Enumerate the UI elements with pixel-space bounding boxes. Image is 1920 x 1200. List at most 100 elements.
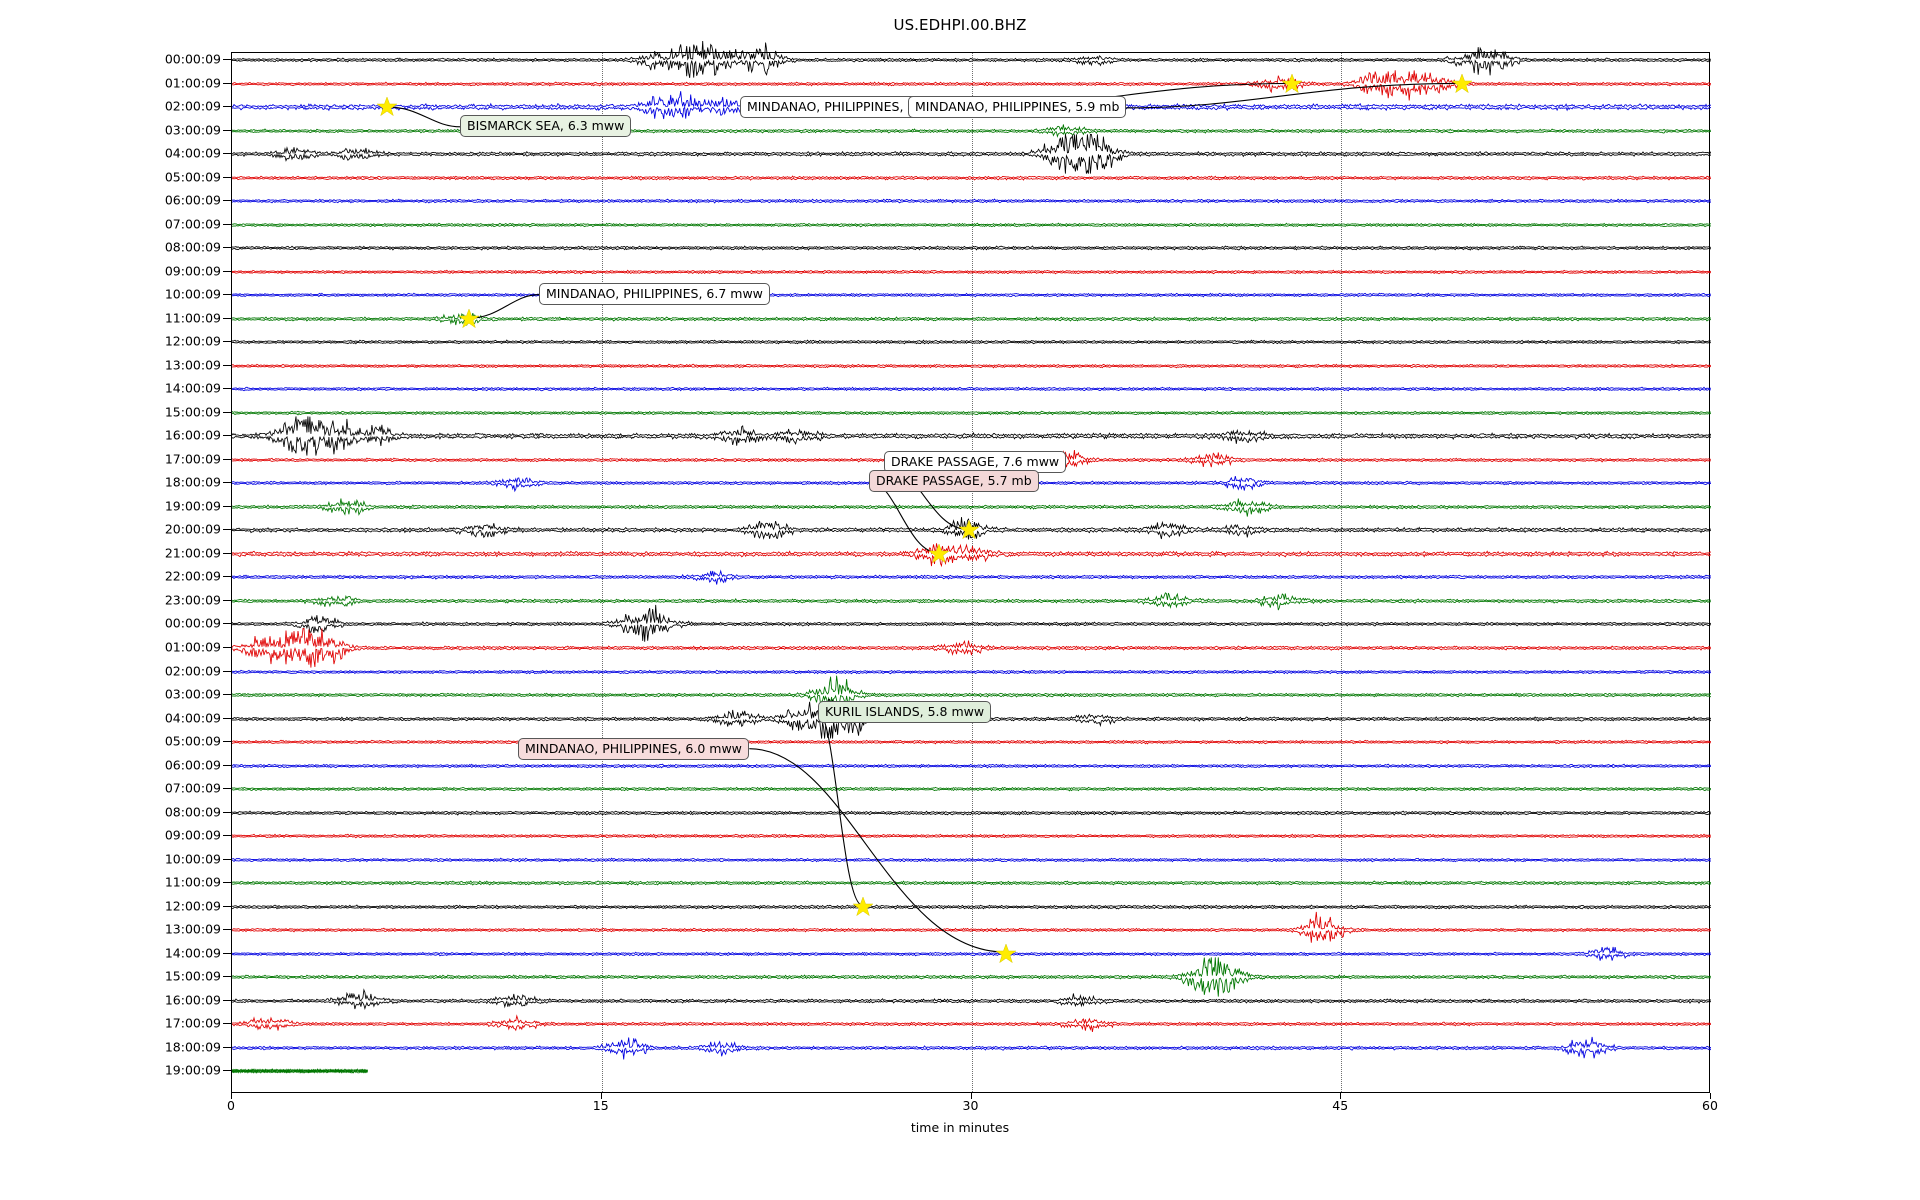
event-star-drake-passage-5-7[interactable] [928,543,951,565]
y-tick-label-8: 08:00:09 [164,239,221,255]
y-tick-label-12: 12:00:09 [164,333,221,349]
y-tick-mark-0 [223,59,231,60]
y-tick-label-6: 06:00:09 [164,192,221,208]
annotation-mindanao-6-7[interactable]: MINDANAO, PHILIPPINES, 6.7 mww [539,283,770,305]
y-tick-label-20: 20:00:09 [164,521,221,537]
y-tick-mark-22 [223,576,231,578]
y-tick-label-29: 05:00:09 [164,733,221,749]
y-tick-mark-42 [223,1046,231,1048]
y-tick-label-14: 14:00:09 [164,380,221,396]
event-star-mindanao-5-9[interactable] [1451,72,1473,95]
y-tick-label-9: 09:00:09 [164,263,221,279]
y-tick-mark-18 [223,482,231,484]
y-tick-mark-37 [223,929,231,931]
y-tick-label-16: 16:00:09 [164,427,221,443]
x-tick-label-30: 30 [962,1098,979,1113]
x-tick-mark-60 [1710,1093,1711,1099]
annotation-drake-passage-7-6[interactable]: DRAKE PASSAGE, 7.6 mww [884,451,1067,473]
y-tick-mark-32 [223,811,231,813]
y-tick-label-30: 06:00:09 [164,757,221,773]
y-tick-label-34: 10:00:09 [164,851,221,867]
y-tick-mark-8 [223,247,231,249]
annotation-drake-passage-5-7[interactable]: DRAKE PASSAGE, 5.7 mb [869,470,1039,492]
y-tick-mark-20 [223,529,231,531]
y-tick-mark-39 [223,976,231,978]
y-tick-label-24: 00:00:09 [164,615,221,631]
x-axis-title: time in minutes [910,1120,1010,1135]
y-tick-label-42: 18:00:09 [164,1039,221,1055]
y-tick-label-32: 08:00:09 [164,804,221,820]
y-tick-mark-16 [223,435,231,437]
event-star-kuril-islands-5-8[interactable] [852,896,874,918]
x-tick-mark-15 [600,1093,602,1099]
event-star-mindanao-6-7[interactable] [457,308,480,330]
y-tick-label-33: 09:00:09 [164,827,221,843]
page-title: US.EDHPI.00.BHZ [893,16,1027,34]
y-tick-mark-1 [223,82,231,84]
x-tick-mark-30 [970,1093,972,1099]
y-tick-label-11: 11:00:09 [164,310,221,326]
y-tick-mark-38 [223,952,231,954]
y-tick-mark-33 [223,835,231,837]
y-tick-mark-11 [223,317,231,319]
y-tick-mark-40 [223,999,231,1001]
y-tick-mark-35 [223,882,231,884]
y-tick-label-27: 03:00:09 [164,686,221,702]
y-tick-mark-27 [223,694,231,696]
y-tick-label-17: 17:00:09 [164,451,221,467]
y-tick-mark-6 [223,200,231,202]
y-tick-label-21: 21:00:09 [164,545,221,561]
annotation-bismarck-sea-6-3[interactable]: BISMARCK SEA, 6.3 mww [460,115,632,137]
y-tick-label-41: 17:00:09 [164,1015,221,1031]
y-tick-label-35: 11:00:09 [164,874,221,890]
x-tick-label-45: 45 [1332,1098,1349,1113]
y-tick-mark-43 [223,1070,231,1072]
y-tick-label-3: 03:00:09 [164,122,221,138]
y-tick-mark-23 [223,599,231,601]
event-star-bismarck-sea-6-3[interactable] [376,96,399,118]
y-tick-mark-24 [223,623,231,625]
y-tick-mark-14 [223,388,231,390]
y-tick-label-23: 23:00:09 [164,592,221,608]
y-tick-mark-17 [223,458,231,460]
y-tick-label-28: 04:00:09 [164,710,221,726]
y-tick-mark-2 [223,106,231,108]
y-tick-mark-12 [223,341,231,343]
y-tick-label-26: 02:00:09 [164,663,221,679]
y-tick-mark-31 [223,788,231,790]
annotation-mindanao-5-9[interactable]: MINDANAO, PHILIPPINES, 5.9 mb [908,96,1127,118]
y-tick-label-10: 10:00:09 [164,286,221,302]
annotation-kuril-islands-5-8[interactable]: KURIL ISLANDS, 5.8 mww [818,701,992,723]
annotation-mindanao-6-0[interactable]: MINDANAO, PHILIPPINES, 6.0 mww [518,738,749,760]
event-star-drake-passage-7-6[interactable] [958,519,980,541]
x-tick-label-0: 0 [227,1098,235,1113]
y-tick-mark-29 [223,741,231,743]
y-tick-mark-28 [223,717,231,719]
y-tick-label-36: 12:00:09 [164,898,221,914]
y-tick-mark-21 [223,552,231,554]
y-tick-mark-30 [223,764,231,766]
y-tick-label-31: 07:00:09 [164,780,221,796]
y-tick-label-0: 00:00:09 [164,51,221,67]
y-tick-label-43: 19:00:09 [164,1062,221,1078]
y-tick-label-38: 14:00:09 [164,945,221,961]
y-tick-label-2: 02:00:09 [164,98,221,114]
y-tick-label-19: 19:00:09 [164,498,221,514]
y-tick-mark-10 [223,294,231,296]
y-tick-mark-15 [223,411,231,413]
y-tick-label-7: 07:00:09 [164,216,221,232]
event-marker-layer[interactable] [232,53,1709,1092]
plot-area[interactable] [231,40,1711,1093]
x-tick-label-15: 15 [592,1098,609,1113]
y-tick-mark-13 [223,364,231,366]
y-tick-label-25: 01:00:09 [164,639,221,655]
event-star-mindanao-6-0[interactable] [995,943,1017,965]
y-tick-mark-34 [223,858,231,860]
event-star-mindanao-7-4[interactable] [1281,72,1303,95]
y-tick-mark-4 [223,153,231,155]
y-tick-label-37: 13:00:09 [164,921,221,937]
y-tick-label-13: 13:00:09 [164,357,221,373]
y-tick-mark-19 [223,505,231,507]
y-tick-label-5: 05:00:09 [164,169,221,185]
y-tick-mark-5 [223,176,231,178]
